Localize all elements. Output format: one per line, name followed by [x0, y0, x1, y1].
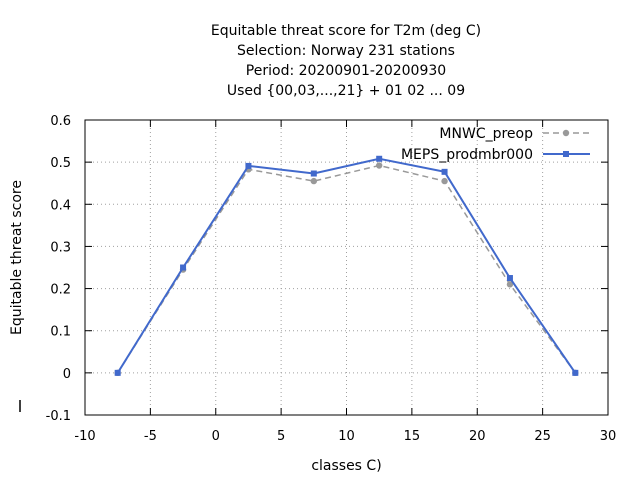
y-tick-label: 0.4	[50, 198, 71, 213]
data-point	[441, 177, 448, 185]
x-tick-label: 30	[600, 429, 617, 444]
title-line: Selection: Norway 231 stations	[237, 43, 455, 59]
legend: MNWC_preop MEPS_prodmbr000	[401, 126, 590, 163]
x-tick-label: 20	[469, 429, 486, 444]
y-tick-label: 0.6	[50, 114, 71, 129]
x-tick-label: -10	[74, 429, 95, 444]
data-point	[506, 275, 513, 282]
data-point	[310, 170, 317, 177]
series-line-meps-prodmbr000	[116, 157, 577, 374]
data-point	[180, 264, 187, 271]
y-tick-label: -0.1	[46, 409, 71, 424]
data-point	[572, 369, 579, 376]
y-axis-label: Equitable threat score	[9, 180, 25, 335]
data-point	[441, 168, 448, 175]
legend-label: MEPS_prodmbr000	[401, 147, 533, 163]
data-point	[310, 177, 318, 185]
legend-label: MNWC_preop	[439, 126, 533, 142]
y-tick-label: 0.2	[50, 283, 71, 298]
y-tick-label: 0	[63, 367, 71, 382]
grid	[85, 120, 608, 415]
legend-marker	[563, 151, 569, 157]
data-point	[506, 281, 514, 288]
data-point	[375, 162, 383, 169]
data-point	[376, 155, 383, 162]
series	[114, 155, 579, 377]
y-tick-label: 0.1	[50, 325, 71, 340]
x-axis-label: classes C)	[311, 458, 381, 474]
title-line: Used {00,03,...,21} + 01 02 ... 09	[227, 83, 465, 99]
title-line: Equitable threat score for T2m (deg C)	[211, 23, 481, 39]
series-line-mnwc-preop	[117, 164, 576, 374]
data-point	[114, 369, 121, 376]
x-tick-label: 0	[212, 429, 220, 444]
x-tick-label: 10	[338, 429, 355, 444]
x-tick-label: 15	[404, 429, 421, 444]
x-tick-label: -5	[144, 429, 157, 444]
y-tick-label: 0.3	[50, 240, 71, 255]
data-point	[245, 162, 252, 169]
chart-title: Equitable threat score for T2m (deg C) Se…	[211, 23, 481, 99]
y-tick-label: 0.5	[50, 156, 71, 171]
x-tick-label: 5	[277, 429, 285, 444]
title-line: Period: 20200901-20200930	[246, 63, 446, 79]
axis-ticks: -10 -5 0 5 10 15 20 25 30 -0.1 0 0.1 0.2 0.3 0.4 0.5 0.6	[19, 114, 617, 444]
legend-marker	[562, 129, 570, 137]
x-tick-label: 25	[534, 429, 551, 444]
